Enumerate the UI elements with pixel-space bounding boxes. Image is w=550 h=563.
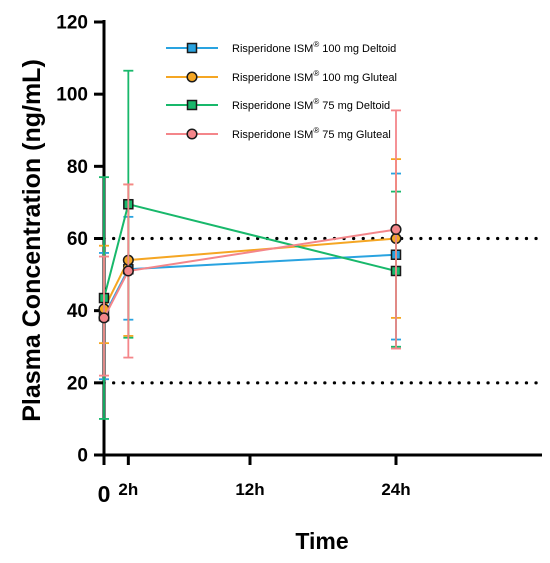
legend-marker	[186, 42, 198, 54]
x-tick-label: 24h	[381, 480, 410, 499]
y-tick-label: 120	[56, 13, 88, 34]
legend-item: Risperidone ISM® 100 mg Deltoid	[166, 40, 396, 55]
legend-label: Risperidone ISM® 75 mg Gluteal	[232, 126, 391, 141]
series-layer	[98, 69, 402, 420]
x-tick-label: 12h	[235, 480, 264, 499]
data-point	[122, 265, 134, 277]
legend-item: Risperidone ISM® 75 mg Gluteal	[166, 126, 391, 141]
series-4	[98, 109, 402, 377]
legend-label: Risperidone ISM® 100 mg Gluteal	[232, 69, 397, 84]
y-tick-label: 20	[67, 373, 88, 394]
series-line	[103, 253, 397, 317]
y-tick-label: 0	[77, 446, 88, 467]
y-axis-title: Plasma Concentration (ng/mL)	[18, 59, 46, 422]
legend: Risperidone ISM® 100 mg Deltoid Risperido…	[166, 40, 397, 141]
data-point	[98, 312, 110, 324]
y-tick-label: 60	[67, 229, 88, 250]
legend-label: Risperidone ISM® 75 mg Deltoid	[232, 97, 390, 112]
x-tick-label: 0	[98, 481, 111, 507]
y-tick-label: 100	[56, 85, 88, 106]
series-1	[98, 172, 402, 381]
x-tick-label: 2h	[118, 480, 138, 499]
data-point	[390, 223, 402, 236]
y-tick-label: 80	[67, 157, 88, 178]
series-line	[103, 237, 397, 310]
series-3	[98, 69, 402, 420]
legend-marker	[186, 71, 198, 83]
legend-label: Risperidone ISM® 100 mg Deltoid	[232, 40, 396, 55]
reference-lines	[102, 236, 544, 385]
legend-marker	[186, 128, 198, 140]
x-axis-title: Time	[295, 528, 348, 554]
axes: 0 20 40 60 80 100 120 0 2h 12h 24h	[56, 13, 542, 507]
legend-marker	[186, 99, 198, 111]
legend-item: Risperidone ISM® 100 mg Gluteal	[166, 69, 397, 84]
y-tick-label: 40	[67, 301, 88, 322]
legend-item: Risperidone ISM® 75 mg Deltoid	[166, 97, 390, 112]
